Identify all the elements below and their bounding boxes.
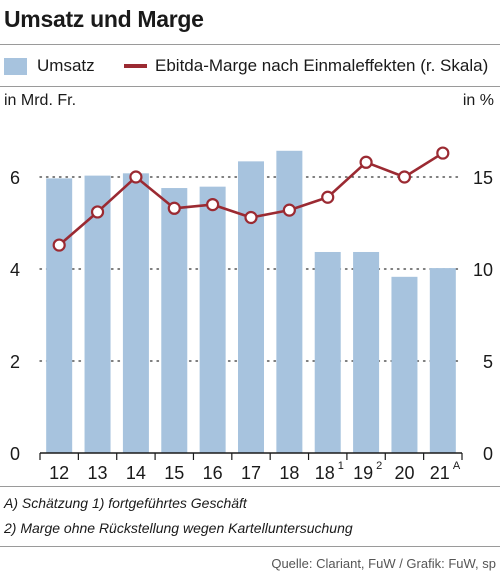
- x-tick-label: 17: [241, 463, 261, 483]
- right-axis-unit: in %: [462, 92, 494, 109]
- legend-item-bars: Umsatz: [4, 56, 95, 76]
- line-series: [52, 146, 450, 252]
- x-tick-label: 18: [315, 463, 335, 483]
- title-divider: [0, 44, 500, 45]
- footnote-2: 2) Marge ohne Rückstellung wegen Kartell…: [4, 520, 353, 536]
- margin-point: [321, 190, 335, 204]
- right-tick-label: 10: [473, 260, 493, 280]
- margin-point: [244, 210, 258, 225]
- axis-divider: [0, 486, 500, 487]
- bar: [122, 173, 149, 453]
- left-tick-label: 2: [10, 352, 20, 372]
- x-tick-label: 18: [279, 463, 299, 483]
- x-tick-label: 16: [203, 463, 223, 483]
- margin-point: [282, 203, 296, 217]
- x-tick-superscript: 2: [376, 460, 382, 472]
- margin-point: [436, 146, 450, 160]
- legend-label-bars: Umsatz: [37, 56, 95, 75]
- left-axis-unit: in Mrd. Fr.: [4, 92, 77, 109]
- x-axis: [39, 452, 463, 460]
- source-credit: Quelle: Clariant, FuW / Grafik: FuW, sp: [271, 556, 496, 571]
- x-tick-label: 12: [49, 463, 69, 483]
- right-tick-label: 5: [483, 352, 493, 372]
- margin-point: [397, 170, 412, 184]
- x-tick-label: 14: [126, 463, 146, 483]
- left-tick-label: 0: [10, 444, 20, 464]
- margin-point: [167, 201, 181, 215]
- x-tick-label: 20: [394, 463, 414, 483]
- bar: [199, 186, 226, 453]
- bar: [84, 175, 111, 453]
- legend-swatch-bars: [4, 57, 27, 75]
- x-tick-label: 19: [353, 463, 373, 483]
- x-tick-label: 13: [88, 463, 108, 483]
- margin-point: [52, 238, 66, 252]
- bar: [276, 150, 303, 453]
- margin-point: [359, 155, 373, 169]
- bar: [429, 268, 456, 453]
- left-tick-label: 6: [10, 168, 20, 188]
- legend-divider: [0, 86, 500, 87]
- right-tick-label: 15: [473, 168, 493, 188]
- footnote-1: A) Schätzung 1) fortgeführtes Geschäft: [4, 495, 247, 511]
- bar: [353, 251, 380, 453]
- bar-series: [46, 150, 456, 454]
- bar: [391, 276, 418, 453]
- bar: [46, 178, 73, 453]
- right-tick-label: 0: [483, 444, 493, 464]
- x-tick-label: 15: [164, 463, 184, 483]
- margin-point: [90, 205, 105, 219]
- bar: [161, 188, 188, 454]
- margin-point: [206, 198, 220, 212]
- bar: [314, 251, 341, 453]
- legend: Umsatz Ebitda-Marge nach Einmaleffekten …: [0, 52, 500, 82]
- margin-point: [129, 170, 143, 184]
- left-tick-label: 4: [10, 260, 20, 280]
- bar: [238, 161, 264, 454]
- legend-swatch-line: [124, 64, 147, 68]
- x-tick-superscript: A: [453, 460, 461, 472]
- x-tick-label: 21: [430, 463, 450, 483]
- chart-title: Umsatz und Marge: [4, 6, 204, 32]
- legend-label-line: Ebitda-Marge nach Einmaleffekten (r. Ska…: [155, 56, 489, 75]
- x-tick-superscript: 1: [338, 460, 344, 472]
- footer-divider: [0, 546, 500, 547]
- legend-item-line: Ebitda-Marge nach Einmaleffekten (r. Ska…: [124, 56, 488, 76]
